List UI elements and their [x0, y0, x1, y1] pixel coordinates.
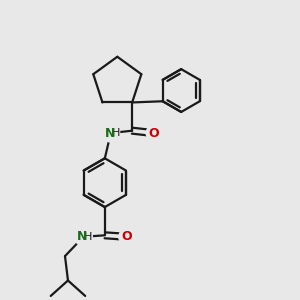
Circle shape — [102, 124, 120, 142]
Circle shape — [74, 228, 92, 246]
Circle shape — [119, 230, 134, 244]
Circle shape — [146, 126, 161, 140]
Text: N: N — [105, 127, 115, 140]
Text: N: N — [77, 230, 88, 243]
Text: H: H — [84, 232, 93, 242]
Text: O: O — [121, 230, 131, 243]
Text: H: H — [112, 128, 120, 138]
Text: O: O — [148, 127, 159, 140]
